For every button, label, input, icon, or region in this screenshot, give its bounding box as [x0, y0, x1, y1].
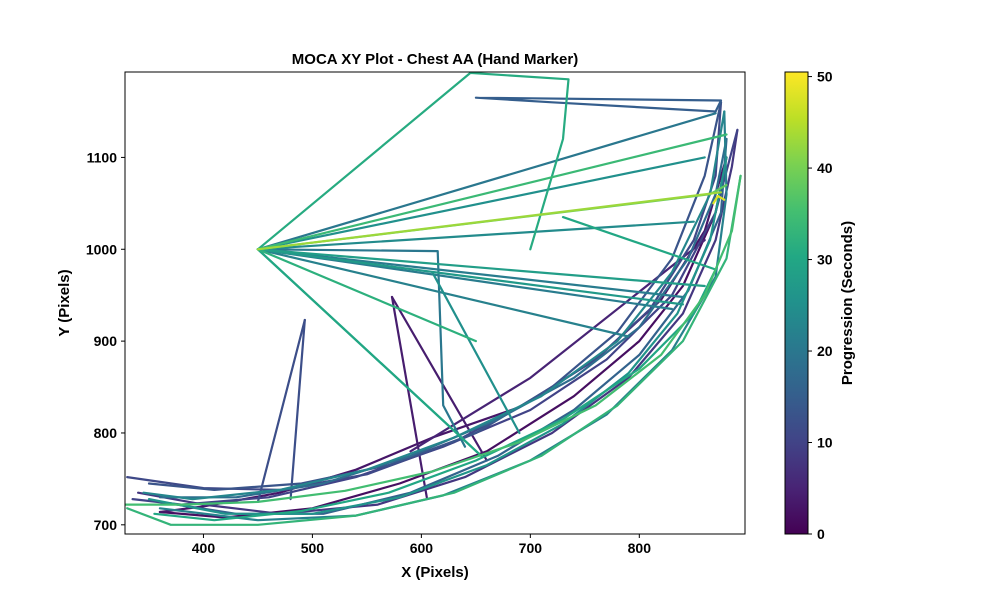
trajectory-segment-37	[256, 191, 723, 251]
trajectory-segment-30	[153, 216, 717, 522]
colorbar-tick-label: 0	[817, 526, 825, 542]
y-tick-label: 1100	[87, 149, 118, 165]
x-axis: 400 500 600 700 800	[192, 534, 651, 556]
y-tick-label: 800	[94, 425, 118, 441]
trajectory-segment-34	[256, 133, 728, 251]
y-axis: 700 800 900 1000 1100	[86, 149, 125, 533]
x-tick-label: 700	[519, 540, 543, 556]
trajectory-segment-32	[256, 248, 477, 343]
trajectory-segment-15	[256, 248, 467, 448]
trajectory-segment-27	[256, 248, 706, 288]
colorbar-tick-label: 30	[817, 252, 833, 268]
colorbar	[784, 71, 809, 535]
trajectory-segment-17	[256, 248, 685, 299]
y-tick-label: 1000	[86, 241, 117, 257]
trajectory-segment-7	[131, 128, 739, 506]
colorbar-axis: 0 10 20 30 40 50	[808, 69, 833, 542]
trajectory-segment-22	[256, 220, 695, 251]
trajectory-segment-29	[256, 248, 483, 457]
x-tick-label: 800	[628, 540, 652, 556]
trajectory-segment-16	[256, 112, 717, 251]
trajectory-segment-24	[431, 271, 521, 435]
trajectory-segment-23	[256, 156, 706, 251]
trajectory-segment-26	[256, 248, 685, 306]
trajectory-segment-12	[474, 96, 723, 113]
chart-title: MOCA XY Plot - Chest AA (Hand Marker)	[292, 51, 578, 68]
trajectory-segment-6	[137, 128, 739, 515]
y-tick-label: 700	[94, 517, 118, 533]
trajectory-segment-3	[390, 295, 428, 499]
colorbar-tick-label: 50	[817, 69, 833, 85]
series-layer	[125, 72, 742, 526]
y-tick-label: 900	[94, 333, 118, 349]
trajectory-segment-21	[142, 110, 726, 501]
colorbar-tick-label: 10	[817, 435, 833, 451]
colorbar-tick-label: 20	[817, 343, 833, 359]
y-axis-title: Y (Pixels)	[56, 269, 73, 336]
colorbar-tick-label: 40	[817, 160, 833, 176]
trajectory-segment-33	[126, 174, 742, 526]
x-tick-label: 400	[192, 540, 216, 556]
x-axis-title: X (Pixels)	[401, 564, 469, 581]
plot-frame	[124, 71, 746, 535]
trajectory-segment-35	[125, 174, 742, 506]
trajectory-segment-31	[256, 72, 570, 251]
trajectory-segment-38	[712, 194, 726, 205]
plot-background	[125, 72, 745, 534]
colorbar-title: Progression (Seconds)	[839, 221, 856, 385]
x-tick-label: 500	[301, 540, 325, 556]
x-tick-label: 600	[410, 540, 434, 556]
trajectory-segment-10	[289, 318, 306, 501]
trajectory-segment-9	[256, 318, 306, 503]
